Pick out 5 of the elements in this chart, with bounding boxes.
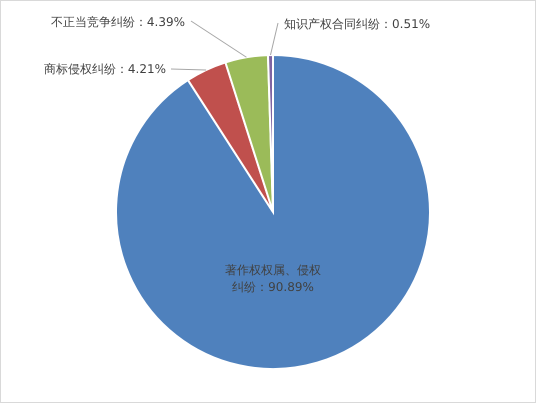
slice-label: 知识产权合同纠纷：0.51%: [284, 17, 430, 31]
slice-label: 商标侵权纠纷：4.21%: [44, 62, 166, 76]
slice-label: 著作权权属、侵权纠纷：90.89%: [225, 263, 321, 294]
pie-slice: [115, 54, 431, 370]
slice-label: 不正当竞争纠纷：4.39%: [50, 15, 185, 29]
